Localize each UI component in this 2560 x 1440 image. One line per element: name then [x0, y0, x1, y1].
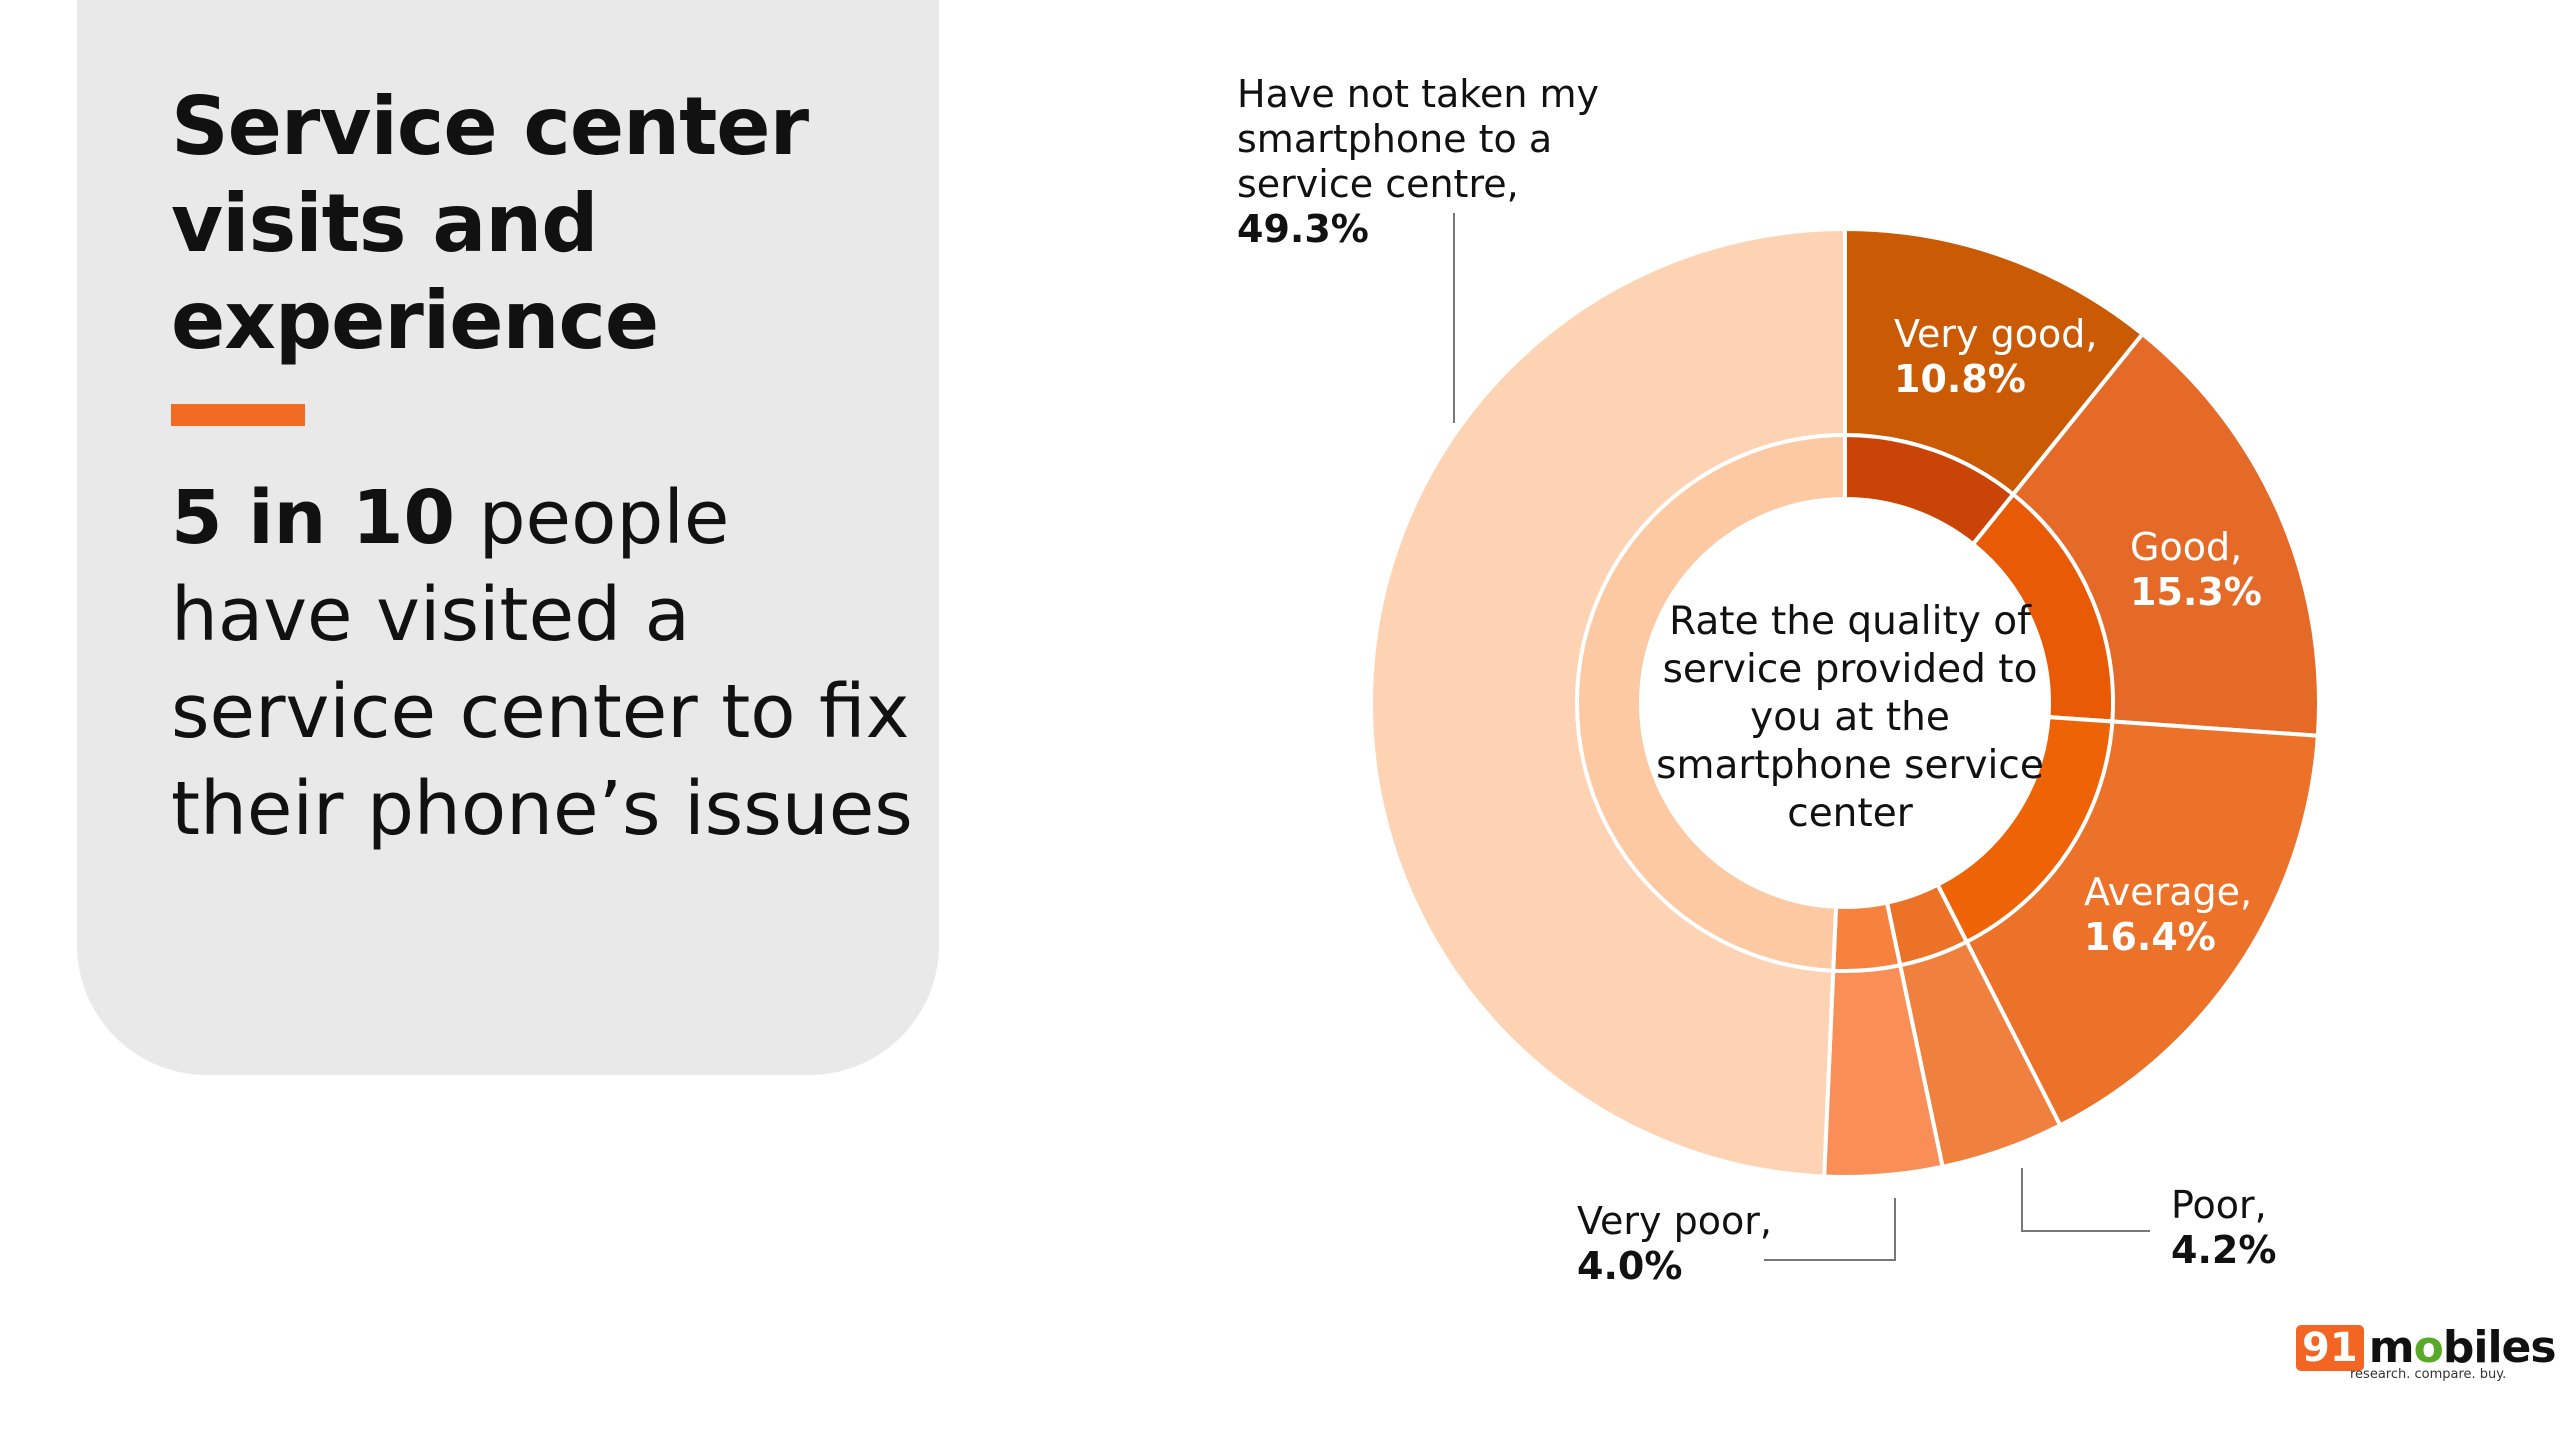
summary-panel: [77, 0, 939, 1075]
label-value: 16.4%: [2084, 915, 2216, 959]
label-poor: Poor, 4.2%: [2171, 1183, 2276, 1273]
label-good: Good, 15.3%: [2130, 525, 2262, 615]
brand-logo: 91 mobiles research. compare. buy.: [2296, 1322, 2557, 1382]
label-text: Very good,: [1894, 312, 2098, 356]
label-value: 49.3%: [1237, 207, 1369, 251]
label-text: Poor,: [2171, 1183, 2267, 1227]
label-value: 15.3%: [2130, 570, 2262, 614]
slice-inner-band-4: [1831, 900, 1903, 973]
logo-number: 91: [2296, 1324, 2364, 1371]
logo-wordmark: mobiles: [2368, 1322, 2557, 1373]
leader-line-very-poor: [1764, 1198, 1896, 1261]
panel-body: 5 in 10 people have visited a service ce…: [171, 470, 931, 858]
logo-tagline: research. compare. buy.: [2350, 1367, 2507, 1382]
label-text: Very poor,: [1577, 1199, 1772, 1243]
label-not-taken: Have not taken my smartphone to a servic…: [1237, 72, 1627, 252]
highlight-stat: 5 in 10: [171, 475, 456, 561]
panel-title: Service center visits and experience: [171, 80, 809, 367]
label-text: Have not taken my smartphone to a servic…: [1237, 72, 1600, 206]
label-value: 4.2%: [2171, 1228, 2277, 1272]
label-average: Average, 16.4%: [2084, 870, 2252, 960]
body-text: people have visited a service center to …: [171, 475, 913, 852]
label-text: Average,: [2084, 870, 2253, 914]
accent-divider: [171, 404, 305, 426]
label-very-good: Very good, 10.8%: [1894, 312, 2097, 402]
label-value: 4.0%: [1577, 1244, 1683, 1288]
label-very-poor: Very poor, 4.0%: [1577, 1199, 1772, 1289]
label-text: Good,: [2130, 525, 2243, 569]
chart-center-title: Rate the quality of service provided to …: [1656, 599, 2044, 836]
slice-inner-band-5: [1575, 432, 1847, 973]
label-value: 10.8%: [1894, 357, 2026, 401]
leader-line-poor: [2021, 1168, 2150, 1232]
